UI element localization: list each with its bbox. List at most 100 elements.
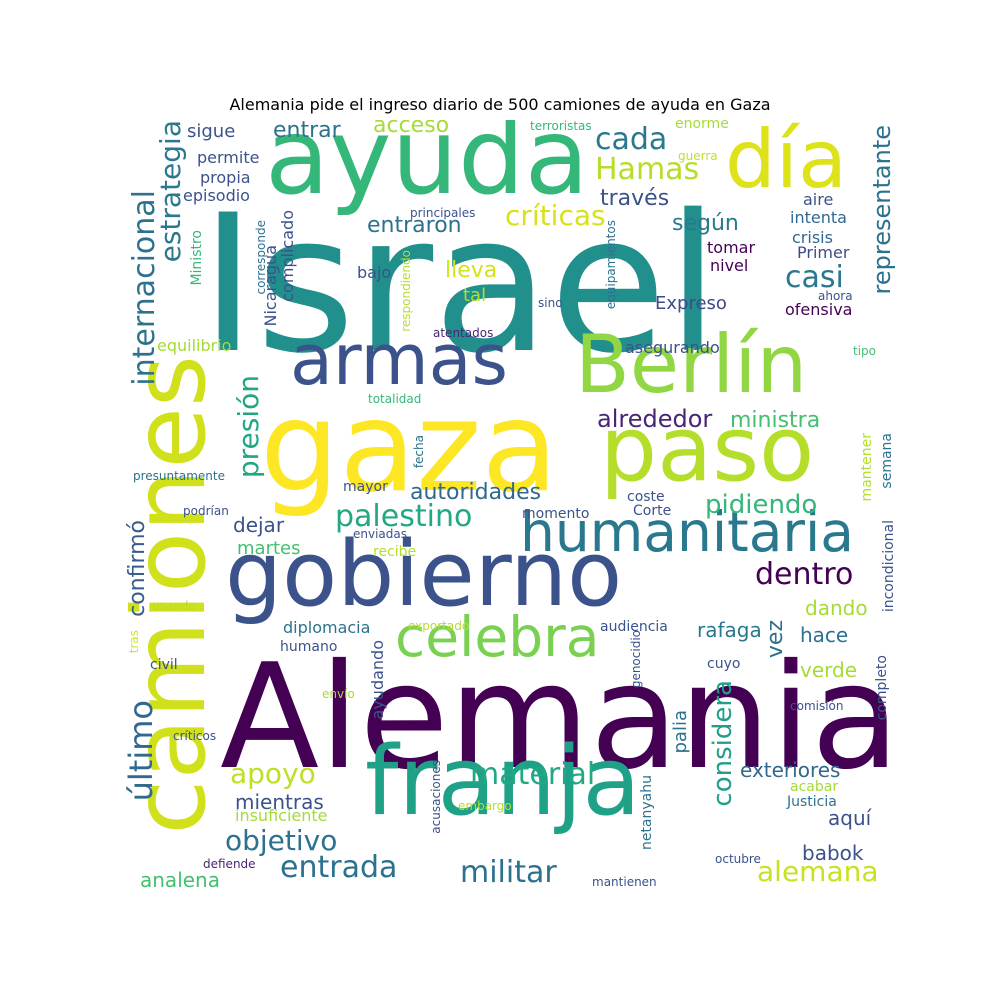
word: Expreso <box>655 293 727 314</box>
word: exteriores <box>740 758 841 782</box>
word: Hamas <box>595 152 700 187</box>
word: paso <box>600 397 815 502</box>
word: equipamientos <box>604 220 618 310</box>
word: tal <box>463 285 487 306</box>
word: enviadas <box>353 527 407 541</box>
word: armas <box>290 319 508 401</box>
word: embargo <box>458 799 512 813</box>
word: lleva <box>445 258 498 283</box>
word: palia <box>670 710 691 754</box>
word: terroristas <box>530 120 592 133</box>
word: genocidio <box>629 630 643 689</box>
word: Ministro <box>189 230 205 286</box>
word: guerra <box>678 149 718 163</box>
word: entrada <box>280 850 398 885</box>
word: insuficiente <box>235 806 328 825</box>
word: ahora <box>818 289 853 303</box>
word: principales <box>410 206 476 220</box>
word: entraron <box>367 213 462 238</box>
word: equilibrio <box>157 336 232 355</box>
word: nivel <box>710 256 749 275</box>
word: babok <box>802 841 864 865</box>
word: presuntamente <box>133 469 225 483</box>
word: podrían <box>183 504 229 518</box>
word: atentados <box>433 326 494 340</box>
word: críticos <box>173 729 217 743</box>
word: palestino <box>335 499 473 534</box>
word: ayuda <box>265 120 590 218</box>
word: último <box>125 700 160 802</box>
word: casi <box>785 260 844 295</box>
word: respondiendo <box>399 250 413 332</box>
word: humanitaria <box>520 500 855 564</box>
word: Corte <box>633 503 672 519</box>
word: celebra <box>395 605 600 669</box>
word: mayor <box>343 479 388 495</box>
word: objetivo <box>225 824 338 857</box>
word: fecha <box>412 435 426 469</box>
word: través <box>600 186 670 211</box>
word: mientras <box>235 790 324 814</box>
word: mantienen <box>592 875 657 889</box>
word: coste <box>627 489 665 505</box>
word: tomar <box>707 238 756 257</box>
word: críticas <box>505 199 606 232</box>
word: aquí <box>828 806 872 830</box>
word: estrategia <box>154 120 187 263</box>
word: pidiendo <box>705 490 818 520</box>
word: Justicia <box>787 794 837 810</box>
word: semana <box>879 433 895 489</box>
word: diplomacia <box>283 618 371 637</box>
word: Primer <box>797 243 850 262</box>
word: cada <box>595 122 668 157</box>
word: gaza <box>260 375 559 520</box>
word: mantener <box>859 433 875 502</box>
word: rafaga <box>697 618 762 642</box>
word: totalidad <box>368 392 422 406</box>
word: civil <box>150 657 178 673</box>
word: dando <box>805 596 868 620</box>
word: sino <box>538 296 563 310</box>
word: día <box>725 120 848 206</box>
word: aire <box>803 190 834 209</box>
word: martes <box>237 538 301 559</box>
word: acusaciones <box>429 760 443 834</box>
word: Israel <box>200 174 720 395</box>
word: octubre <box>715 852 761 866</box>
word: exportado <box>408 619 470 633</box>
word: episodio <box>183 186 250 205</box>
word: crisis <box>792 228 833 247</box>
word: gobierno <box>225 522 623 627</box>
word: representante <box>868 125 895 295</box>
word: apoyo <box>230 757 316 790</box>
word: envío <box>322 687 355 701</box>
word: entrar <box>273 120 341 143</box>
word: defiende <box>203 857 256 871</box>
word: dejar <box>233 513 285 537</box>
word: propia <box>200 168 251 187</box>
word: confirmó <box>125 520 150 617</box>
word: comisión <box>790 699 844 713</box>
word: según <box>672 211 739 236</box>
chart-title: Alemania pide el ingreso diario de 500 c… <box>229 95 771 114</box>
word: considera <box>708 680 738 807</box>
word: enorme <box>675 120 729 132</box>
word: complicado <box>278 210 297 302</box>
word: autoridades <box>410 480 542 505</box>
word: alrededor <box>597 405 713 433</box>
word-cloud: Israel Alemania gaza ayuda camiones gobierno f… <box>125 120 895 890</box>
word: incondicional <box>881 520 895 613</box>
word: acceso <box>373 120 450 138</box>
word: tras <box>127 630 141 654</box>
word: usando <box>152 599 196 613</box>
word: momento <box>522 506 590 522</box>
word: audiencia <box>600 619 668 635</box>
word: acabar <box>790 779 839 795</box>
word: Alemania <box>220 633 895 802</box>
word: bajo <box>357 263 392 282</box>
word: vez <box>763 620 788 659</box>
word: humano <box>280 639 338 655</box>
word: ofensiva <box>785 300 853 319</box>
word: cuyo <box>707 656 741 672</box>
word: sigue <box>187 121 236 142</box>
